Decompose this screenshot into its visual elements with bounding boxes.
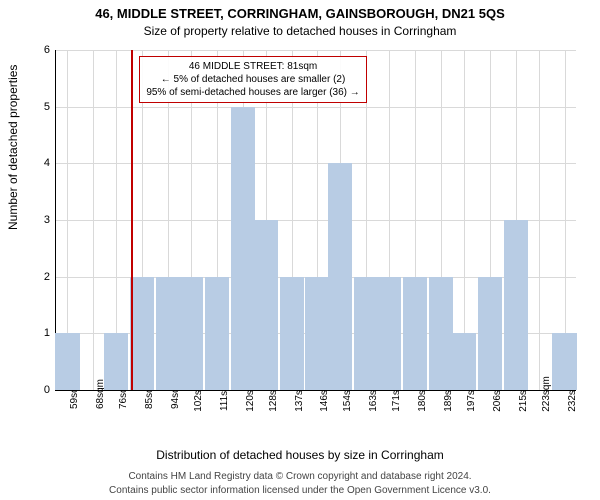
y-tick-label: 6 [44,44,50,56]
gridline-h [56,220,576,221]
annotation-box: 46 MIDDLE STREET: 81sqm← 5% of detached … [139,56,366,103]
histogram-bar [280,277,304,390]
histogram-bar [504,220,528,390]
histogram-bar [478,277,502,390]
histogram-bar [205,277,229,390]
gridline-h [56,50,576,51]
sub-title: Size of property relative to detached ho… [0,24,600,38]
y-tick-label: 2 [44,271,50,283]
gridline-h [56,107,576,108]
y-axis-label: Number of detached properties [6,65,20,230]
histogram-bar [403,277,427,390]
y-tick-label: 5 [44,101,50,113]
reference-line [131,50,133,390]
y-tick-label: 4 [44,157,50,169]
histogram-bar [377,277,401,390]
histogram-bar [130,277,154,390]
y-tick-label: 0 [44,384,50,396]
histogram-bar [55,333,79,390]
footer-licence: Contains public sector information licen… [0,485,600,496]
histogram-bar [156,277,180,390]
histogram-bar [254,220,278,390]
annotation-line: 46 MIDDLE STREET: 81sqm [146,60,359,73]
histogram-bar [328,163,352,390]
annotation-line: ← 5% of detached houses are smaller (2) [146,73,359,86]
histogram-bar [429,277,453,390]
gridline-v [539,50,540,390]
histogram-bar [354,277,378,390]
histogram-bar [179,277,203,390]
histogram-bar [104,333,128,390]
annotation-line: 95% of semi-detached houses are larger (… [146,86,359,99]
histogram-bar [552,333,576,390]
histogram-bar [231,107,255,390]
y-tick-label: 1 [44,327,50,339]
y-tick-label: 3 [44,214,50,226]
x-axis-label: Distribution of detached houses by size … [0,448,600,462]
gridline-v [93,50,94,390]
chart-area: 012345659sqm68sqm76sqm85sqm94sqm102sqm11… [55,50,576,391]
histogram-bar [305,277,329,390]
main-title: 46, MIDDLE STREET, CORRINGHAM, GAINSBORO… [0,6,600,21]
footer-copyright: Contains HM Land Registry data © Crown c… [0,471,600,482]
gridline-h [56,163,576,164]
x-tick-label: 223sqm [539,376,552,412]
histogram-bar [452,333,476,390]
